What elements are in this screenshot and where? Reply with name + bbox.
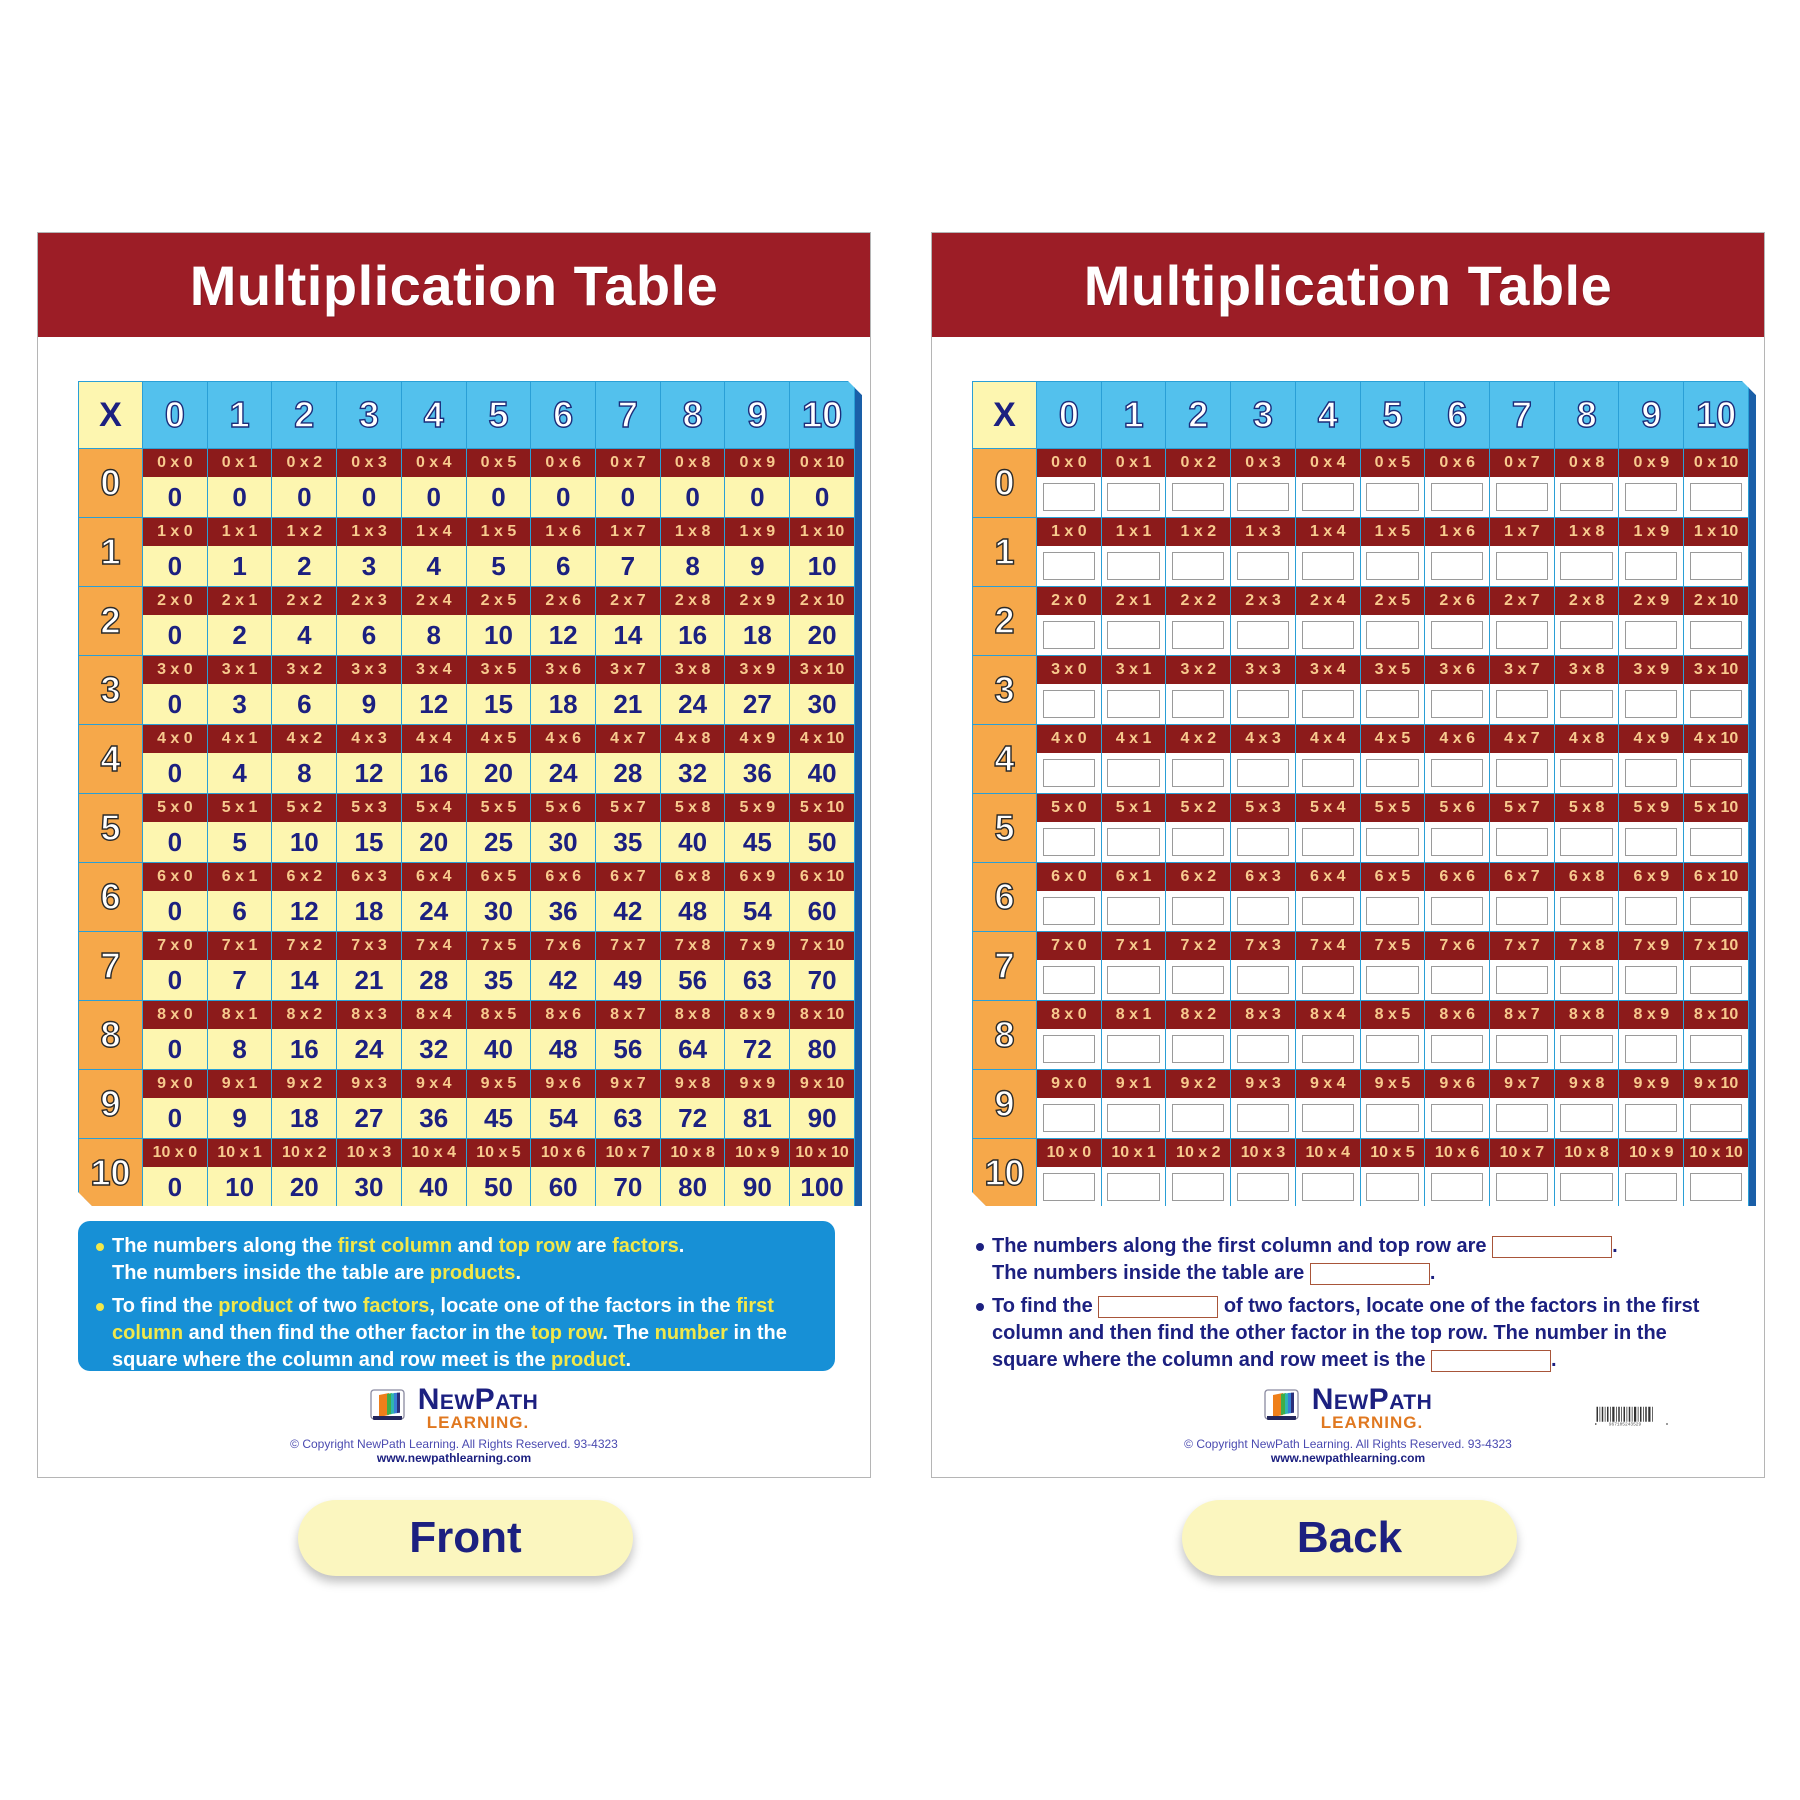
svg-text:967105243529: 967105243529: [1608, 1422, 1641, 1428]
